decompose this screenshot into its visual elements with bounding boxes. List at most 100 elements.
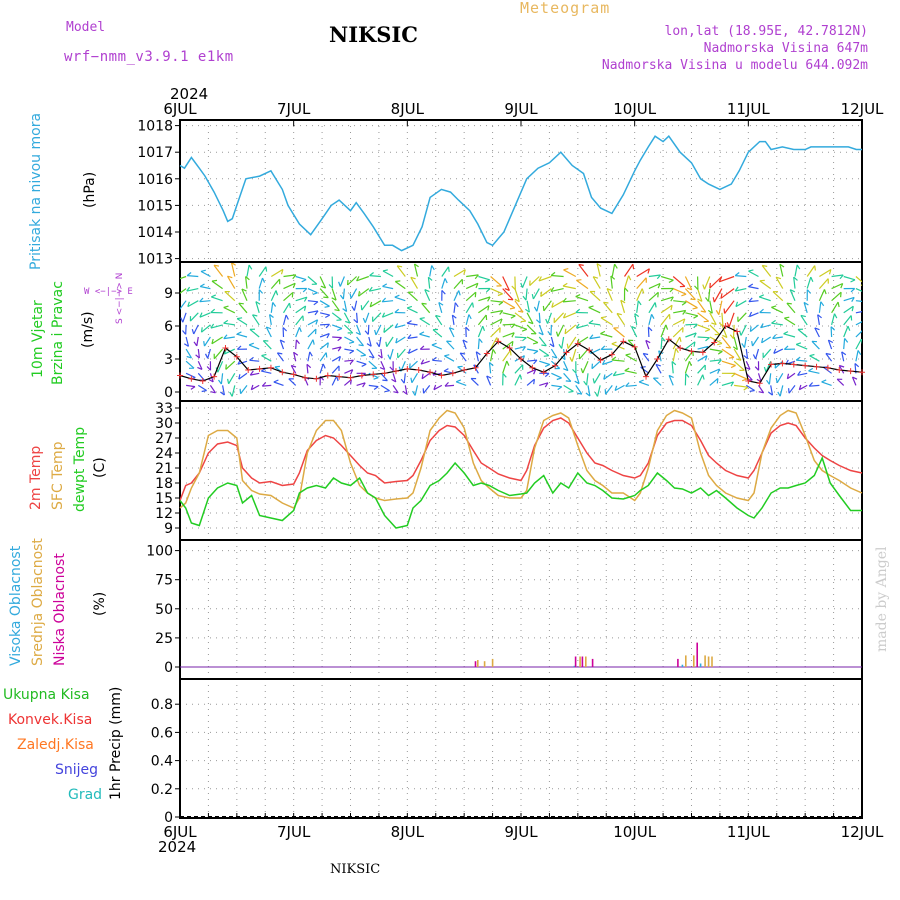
wind-barb-flag <box>610 275 616 280</box>
wind-barb-flag <box>391 378 397 383</box>
wind-barb-flag <box>337 346 342 352</box>
wind-barb <box>575 296 589 302</box>
wind-barb-flag <box>458 290 461 296</box>
wind-barb-flag <box>200 327 203 333</box>
wind-barb-flag <box>643 352 649 356</box>
wind-barb-flag <box>522 355 525 361</box>
wind-barb-flag <box>726 322 730 328</box>
wind-barb-flag <box>291 292 294 298</box>
wind-barb <box>514 374 521 386</box>
wind-barb <box>811 340 820 350</box>
wind-barb-flag <box>651 314 655 319</box>
wind-barb-flag <box>702 284 706 290</box>
wind-barb-flag <box>325 323 330 329</box>
wind-barb-flag <box>798 384 802 390</box>
x-label-bottom: 8JUL <box>391 823 425 841</box>
wind-barb <box>514 324 528 330</box>
wind-barb <box>740 324 747 336</box>
wind-barb-flag <box>444 381 449 387</box>
wind-speed-marker <box>347 374 354 381</box>
wind-barb <box>855 276 862 283</box>
wind-barb <box>397 348 406 359</box>
wind-barb <box>223 336 235 340</box>
wind-barb <box>673 309 686 314</box>
wind-barb-flag <box>810 276 814 282</box>
wind-barb-flag <box>223 319 229 324</box>
wind-barb <box>728 312 735 328</box>
wind-barb <box>684 276 693 291</box>
wind-barb <box>648 291 659 302</box>
wind-barb <box>733 336 738 350</box>
wind-barb-flag <box>580 368 584 374</box>
wind-barb <box>241 288 248 301</box>
wind-barb <box>759 296 771 302</box>
wind-barb-flag <box>576 392 582 395</box>
wind-barb-flag <box>679 336 682 342</box>
wind-barb-flag <box>675 348 679 354</box>
wind-barb <box>396 265 406 277</box>
wind-barb <box>432 329 443 338</box>
wind-barb-flag <box>748 311 753 317</box>
wind-barb <box>538 348 550 357</box>
wind-barb-flag <box>758 294 765 298</box>
wind-speed-marker <box>211 373 218 380</box>
wind-barb-flag <box>655 363 661 367</box>
wind-barb-flag <box>492 348 497 354</box>
wind-barb <box>490 300 503 303</box>
wind-barb-flag <box>431 265 435 271</box>
wind-barb-flag <box>772 334 777 339</box>
wind-barb-flag <box>600 345 606 350</box>
wind-barb-flag <box>535 319 541 324</box>
wind-barb <box>356 275 369 282</box>
wind-barb <box>526 369 536 374</box>
wind-barb-flag <box>728 356 735 359</box>
wind-barb <box>526 312 534 324</box>
wind-barb <box>538 324 544 336</box>
wind-barb-flag <box>509 307 516 310</box>
wind-barb <box>775 276 784 289</box>
wind-barb <box>600 317 613 326</box>
wind-barb <box>453 269 466 278</box>
wind-barb <box>424 289 431 301</box>
temp-ytick-label: 30 <box>155 416 173 432</box>
wind-barb-flag <box>353 318 358 324</box>
wind-barb <box>429 265 433 277</box>
wind-barb-flag <box>186 286 191 292</box>
wind-barb-flag <box>334 309 340 312</box>
wind-barb <box>459 352 467 362</box>
wind-barb <box>273 381 284 386</box>
wind-barb-flag <box>863 302 867 305</box>
wind-barb-flag <box>730 364 736 369</box>
wind-barb-flag <box>377 354 383 359</box>
wind-barb <box>589 291 601 302</box>
wind-barb <box>709 276 723 289</box>
wind-barb-flag <box>803 301 809 306</box>
wind-barb-flag <box>752 354 757 360</box>
wind-barb-flag <box>852 376 858 380</box>
wind-barb-flag <box>368 286 373 292</box>
wind-speed-marker <box>631 343 638 350</box>
wind-barb <box>180 300 187 310</box>
wind-barb-flag <box>594 391 599 397</box>
wind-barb <box>786 302 796 314</box>
wind-barb-flag <box>543 355 549 357</box>
wind-barb-flag <box>556 377 562 381</box>
wind-barb <box>672 276 686 287</box>
wind-barb <box>502 340 514 350</box>
wind-barb <box>320 323 330 326</box>
wind-barb <box>843 338 846 350</box>
wind-barb <box>356 360 367 365</box>
wind-barb <box>538 312 541 324</box>
wind-barb <box>660 324 667 338</box>
wind-barb <box>408 348 418 354</box>
wind-barb-flag <box>261 353 267 357</box>
wind-barb <box>652 377 662 386</box>
wind-barb <box>748 300 759 303</box>
wind-barb <box>743 336 747 348</box>
wind-barb-flag <box>486 375 492 379</box>
wind-barb <box>721 312 724 327</box>
wind-barb-flag <box>369 355 375 359</box>
wind-barb <box>772 291 784 302</box>
wind-barb-flag <box>199 283 205 288</box>
wind-barb-flag <box>302 288 308 293</box>
